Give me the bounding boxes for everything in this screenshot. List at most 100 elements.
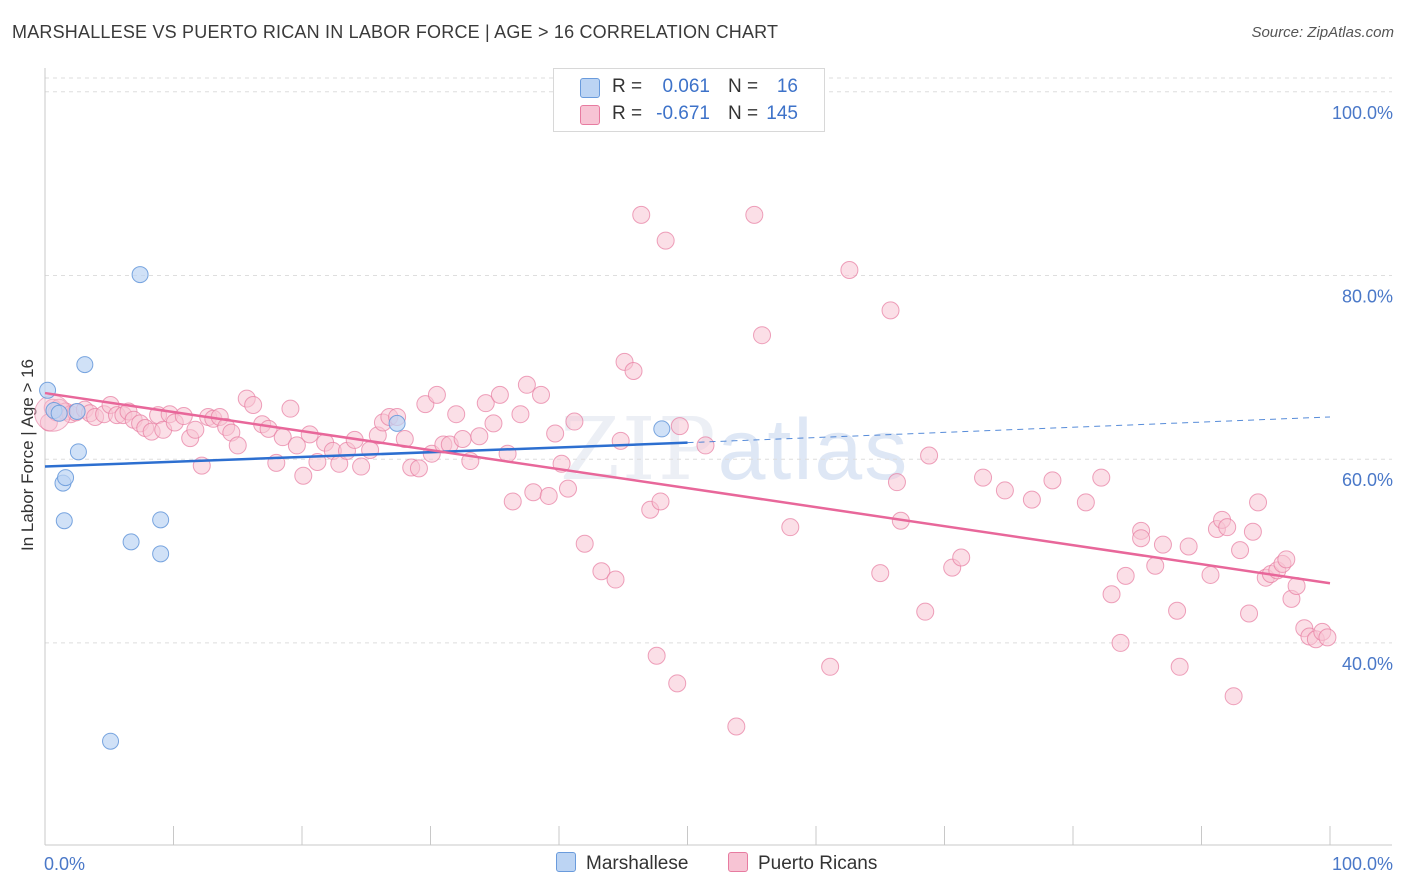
puerto-rican-point	[632, 205, 651, 224]
puerto-rican-point	[952, 548, 971, 567]
puerto-rican-point	[606, 570, 625, 589]
puerto-rican-point	[781, 518, 800, 537]
puerto-rican-point	[1116, 566, 1135, 585]
marshallese-point	[69, 443, 87, 461]
puerto-rican-point	[1224, 687, 1243, 706]
marshallese-point	[122, 533, 140, 551]
puerto-rican-point	[1243, 522, 1262, 541]
puerto-rican-swatch	[728, 852, 748, 872]
puerto-rican-point	[753, 326, 772, 345]
puerto-rican-point	[281, 399, 300, 418]
puerto-rican-point	[476, 394, 495, 413]
puerto-rican-point	[916, 602, 935, 621]
puerto-rican-point	[565, 412, 584, 431]
puerto-rican-point	[503, 492, 522, 511]
puerto-rican-point	[1146, 556, 1165, 575]
puerto-rican-point	[453, 429, 472, 448]
puerto-rican-point	[727, 717, 746, 736]
puerto-rican-point	[624, 362, 643, 381]
watermark-atlas: atlas	[717, 402, 910, 498]
legend-n-value: 145	[766, 103, 798, 124]
legend-n-label: N =	[728, 103, 759, 124]
x-tick-label: 0.0%	[44, 854, 85, 874]
puerto-rican-point	[840, 260, 859, 279]
legend-puerto-ricans-label: Puerto Ricans	[758, 853, 878, 874]
puerto-rican-point	[524, 483, 543, 502]
puerto-rican-point	[532, 385, 551, 404]
puerto-rican-point	[558, 479, 577, 498]
puerto-rican-point	[427, 385, 446, 404]
y-tick-label: 80.0%	[1342, 286, 1393, 306]
correlation-legend: R = 0.061 N = 16 R = -0.671 N = 145	[553, 68, 825, 132]
puerto-rican-point	[745, 205, 764, 224]
puerto-rican-point	[470, 427, 489, 446]
puerto-rican-point	[871, 564, 890, 583]
marshallese-point	[55, 512, 73, 530]
puerto-rican-point	[1231, 541, 1250, 560]
puerto-rican-points	[34, 205, 1337, 736]
puerto-rican-point	[647, 646, 666, 665]
puerto-rican-point	[1022, 490, 1041, 509]
puerto-rican-point	[447, 405, 466, 424]
puerto-rican-point	[1168, 601, 1187, 620]
puerto-rican-point	[1179, 537, 1198, 556]
marshallese-point	[388, 414, 406, 432]
legend-marshallese: Marshallese	[556, 852, 688, 875]
puerto-rican-point	[546, 424, 565, 443]
legend-row-marshallese: R = 0.061 N = 16	[554, 74, 824, 100]
puerto-rican-point	[995, 481, 1014, 500]
puerto-rican-point	[517, 375, 536, 394]
source-credit: Source: ZipAtlas.com	[1251, 24, 1394, 41]
y-tick-label: 100.0%	[1332, 103, 1393, 123]
puerto-rican-point	[821, 657, 840, 676]
puerto-rican-point	[294, 466, 313, 485]
puerto-rican-point	[490, 385, 509, 404]
puerto-rican-point	[651, 492, 670, 511]
legend-n-value: 16	[776, 76, 798, 97]
puerto-rican-point	[1076, 493, 1095, 512]
legend-r-label: R =	[612, 103, 643, 124]
puerto-rican-point	[287, 436, 306, 455]
puerto-rican-point	[974, 468, 993, 487]
puerto-rican-point	[575, 534, 594, 553]
marshallese-point	[68, 402, 86, 420]
puerto-rican-point	[1218, 518, 1237, 537]
marshallese-trend-extension	[687, 416, 1331, 444]
puerto-rican-point	[174, 407, 193, 426]
puerto-rican-point	[511, 405, 530, 424]
puerto-rican-point	[1277, 550, 1296, 569]
puerto-rican-point	[592, 562, 611, 581]
marshallese-points	[39, 266, 671, 750]
marshallese-point	[76, 356, 94, 374]
marshallese-trend-line	[44, 441, 688, 468]
marshallese-point	[50, 404, 68, 422]
legend-r-value: 0.061	[662, 76, 710, 97]
puerto-rican-point	[920, 446, 939, 465]
marshallese-point	[102, 732, 120, 750]
puerto-rican-point	[1153, 535, 1172, 554]
watermark: ZIPatlas	[560, 400, 909, 500]
marshallese-swatch	[580, 78, 600, 98]
puerto-rican-point	[244, 396, 263, 415]
puerto-rican-point	[696, 436, 715, 455]
axes	[44, 68, 1392, 846]
puerto-rican-point	[1132, 529, 1151, 548]
puerto-rican-point	[409, 459, 428, 478]
puerto-rican-point	[1240, 604, 1259, 623]
puerto-rican-point	[881, 301, 900, 320]
puerto-rican-point	[1170, 657, 1189, 676]
legend-marshallese-label: Marshallese	[586, 853, 689, 874]
puerto-rican-point	[300, 425, 319, 444]
puerto-rican-point	[539, 486, 558, 505]
legend-row-puerto-rican: R = -0.671 N = 145	[554, 101, 824, 127]
puerto-rican-point	[352, 457, 371, 476]
marshallese-point	[653, 420, 671, 438]
chart-title: MARSHALLESE VS PUERTO RICAN IN LABOR FOR…	[12, 22, 779, 42]
puerto-rican-swatch	[580, 105, 600, 125]
y-tick-label: 60.0%	[1342, 470, 1393, 490]
y-tick-label: 40.0%	[1342, 654, 1393, 674]
gridlines	[45, 77, 1392, 644]
puerto-rican-point	[1111, 633, 1130, 652]
puerto-rican-point	[656, 231, 675, 250]
